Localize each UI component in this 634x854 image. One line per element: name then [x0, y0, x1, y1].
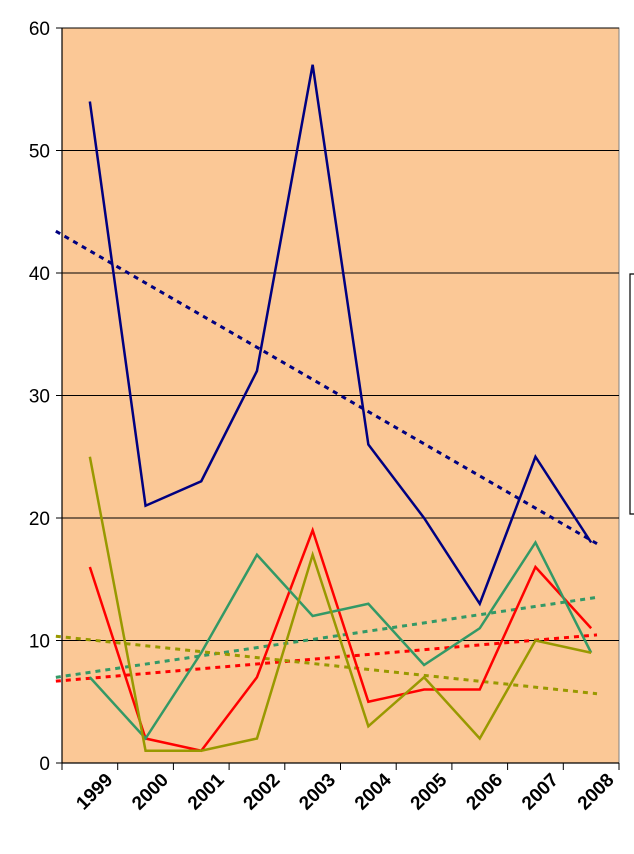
y-tick-label: 40	[29, 264, 50, 285]
y-tick-label: 10	[29, 632, 50, 653]
series-line-2	[88, 526, 593, 753]
trendlines	[55, 229, 598, 696]
series-line-3	[88, 539, 593, 741]
y-tick-label: 50	[29, 142, 50, 163]
x-tick-label: 2004	[351, 769, 396, 814]
y-tick-label: 0	[39, 754, 50, 775]
trendline-series-4	[55, 634, 598, 696]
x-tick-label: 2005	[407, 769, 452, 814]
x-tick-label: 2002	[240, 770, 285, 815]
trendline-series-2	[55, 633, 598, 683]
trendline-series-1	[55, 229, 598, 546]
x-tick-label: 1999	[72, 770, 117, 815]
y-tick-label: 30	[29, 387, 50, 408]
x-tick-label: 2001	[184, 769, 229, 814]
y-tick-label: 20	[29, 509, 50, 530]
legend-bracket	[629, 273, 634, 515]
x-tick-label: 2000	[128, 770, 173, 815]
x-tick-labels: 1999 2000 2001 2002 2003 2004 2005 2006 2007 2008	[72, 769, 618, 814]
x-tick-label: 2007	[518, 770, 563, 815]
series-lines	[88, 64, 593, 753]
series-line-1	[88, 64, 593, 607]
trendline-series-3	[55, 595, 598, 679]
x-tick-label: 2008	[574, 770, 619, 815]
y-tick-labels: 0 10 20 30 40 50 60	[29, 19, 50, 775]
series-line-4	[88, 456, 592, 752]
x-tick-label: 2003	[295, 770, 340, 815]
y-tick-label: 60	[29, 19, 50, 40]
axes	[61, 28, 620, 770]
x-tick-label: 2006	[462, 770, 507, 815]
